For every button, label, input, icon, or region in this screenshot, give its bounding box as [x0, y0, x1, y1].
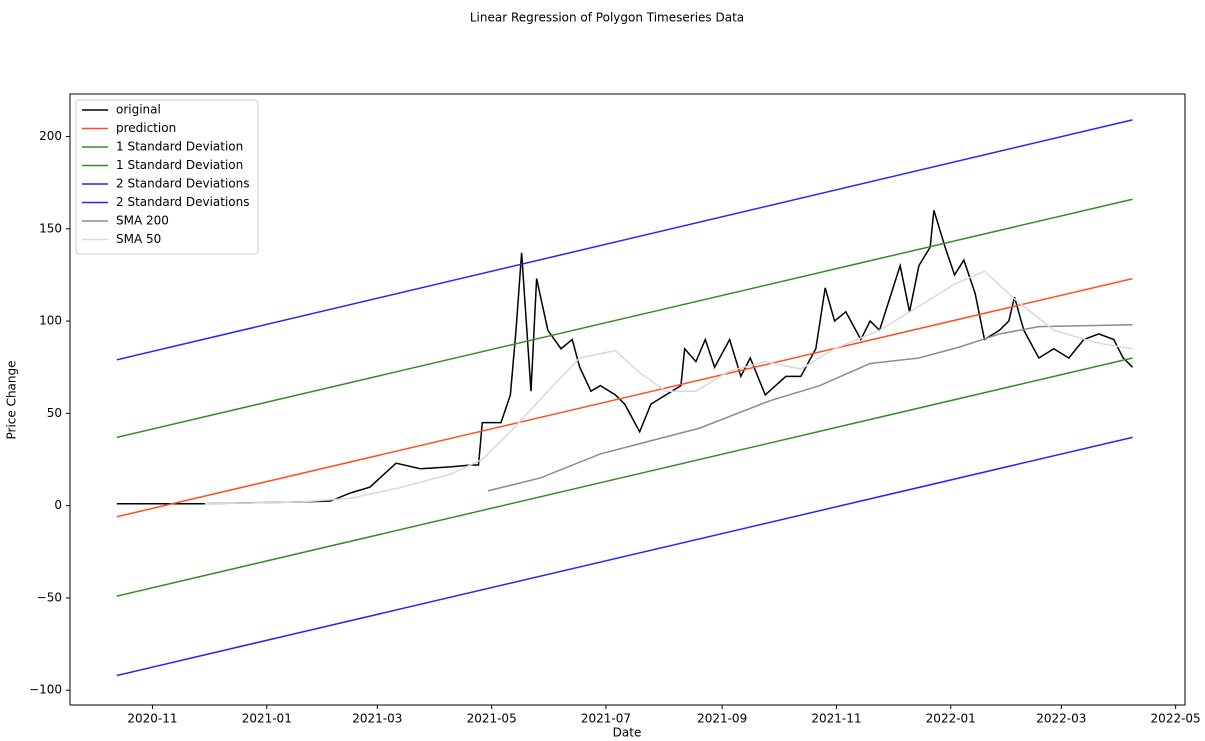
x-tick-label: 2021-05 — [467, 712, 517, 726]
series-line — [116, 198, 1133, 439]
legend-box — [75, 99, 259, 255]
series-line — [487, 323, 1133, 492]
legend-label: 1 Standard Deviation — [116, 158, 243, 172]
legend-label: 1 Standard Deviation — [116, 140, 243, 154]
x-tick-label: 2021-09 — [697, 712, 747, 726]
y-tick-label: 150 — [39, 221, 62, 235]
series-line — [116, 436, 1133, 677]
series-line — [116, 357, 1133, 597]
x-tick-label: 2021-01 — [242, 712, 292, 726]
legend-label: SMA 200 — [116, 214, 169, 228]
y-tick-label: 50 — [47, 406, 62, 420]
y-tick-label: 200 — [39, 129, 62, 143]
x-tick-label: 2021-07 — [581, 712, 631, 726]
x-tick-label: 2022-01 — [926, 712, 976, 726]
series-line — [116, 119, 1133, 361]
y-axis-label: Price Change — [5, 360, 19, 439]
x-axis-label: Date — [613, 726, 642, 738]
series-line — [204, 270, 1133, 505]
y-tick-label: −50 — [37, 590, 62, 604]
legend-label: 2 Standard Deviations — [116, 177, 250, 191]
legend-label: original — [116, 103, 161, 117]
plot-frame — [69, 93, 1186, 706]
legend-label: prediction — [116, 121, 176, 135]
y-tick-label: −100 — [29, 683, 62, 697]
legend-label: 2 Standard Deviations — [116, 195, 250, 209]
chart-title: Linear Regression of Polygon Timeseries … — [470, 11, 744, 25]
legend-label: SMA 50 — [116, 232, 161, 246]
y-tick-label: 100 — [39, 314, 62, 328]
x-tick-label: 2022-03 — [1036, 712, 1086, 726]
x-tick-label: 2022-05 — [1151, 712, 1201, 726]
series-line — [116, 277, 1133, 518]
series-line — [116, 210, 1134, 505]
y-tick-label: 0 — [54, 498, 62, 512]
x-tick-label: 2021-11 — [811, 712, 861, 726]
x-tick-label: 2020-11 — [127, 712, 177, 726]
x-tick-label: 2021-03 — [352, 712, 402, 726]
